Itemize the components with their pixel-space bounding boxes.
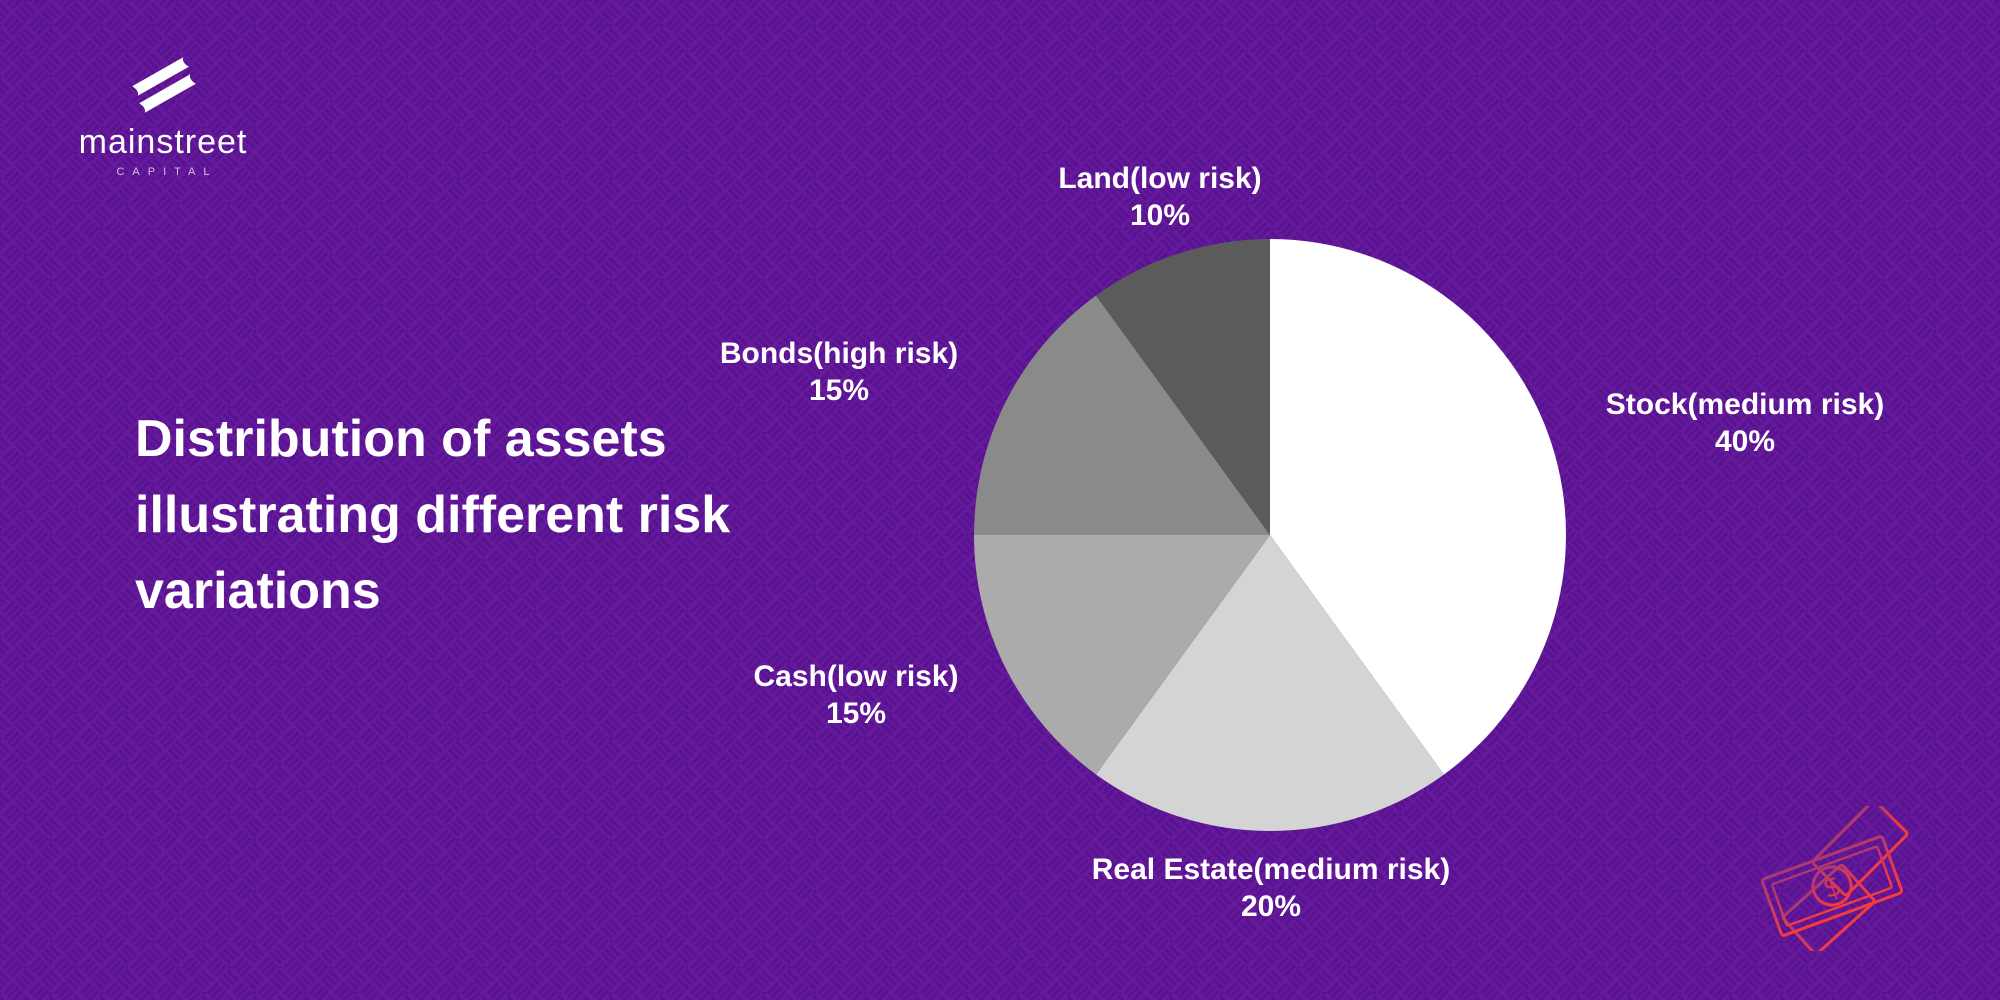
pie-slice-cash [974, 535, 1270, 775]
page-title: Distribution of assets illustrating diff… [135, 410, 731, 620]
double-stripes-icon [132, 57, 196, 113]
dollar-sign: $ [1818, 868, 1846, 905]
banknote-front: $ [1760, 835, 1904, 937]
banknote-middle [1781, 863, 1876, 951]
banknote-back [1811, 806, 1909, 897]
pie-slice-real-estate [1096, 535, 1444, 831]
pie-label-real-estate: Real Estate(medium risk) 20% [1061, 851, 1481, 925]
pie-label-cash-pct: 15% [825, 697, 887, 730]
pie-slice-bonds [974, 295, 1270, 535]
pie-label-stock-pct: 40% [1714, 425, 1776, 458]
pie-label-bonds-pct: 15% [808, 374, 870, 407]
pie-label-stock-text: Stock(medium risk) [1605, 388, 1885, 421]
pie-label-real-estate-pct: 20% [1240, 890, 1302, 923]
pie-label-bonds-text: Bonds(high risk) [719, 337, 959, 370]
pie-chart [974, 239, 1566, 831]
pie-label-cash-text: Cash(low risk) [753, 660, 959, 693]
brand-name: mainstreet [78, 123, 248, 161]
pie-slice-land [1096, 239, 1270, 535]
banknotes-icon: $ [1760, 806, 1909, 951]
pie-label-bonds: Bonds(high risk) 15% [629, 335, 1049, 409]
pie-label-land-text: Land(low risk) [1058, 162, 1262, 195]
pie-slice-stock [1270, 239, 1566, 775]
brand-tagline: CAPITAL [116, 166, 218, 178]
pie-label-land-pct: 10% [1129, 199, 1191, 232]
pie-label-land: Land(low risk) 10% [950, 160, 1370, 234]
pie-label-stock: Stock(medium risk) 40% [1535, 386, 1955, 460]
pie-label-real-estate-text: Real Estate(medium risk) [1091, 853, 1451, 886]
brand-logo: mainstreet CAPITAL [63, 56, 263, 179]
pie-label-cash: Cash(low risk) 15% [646, 658, 1066, 732]
